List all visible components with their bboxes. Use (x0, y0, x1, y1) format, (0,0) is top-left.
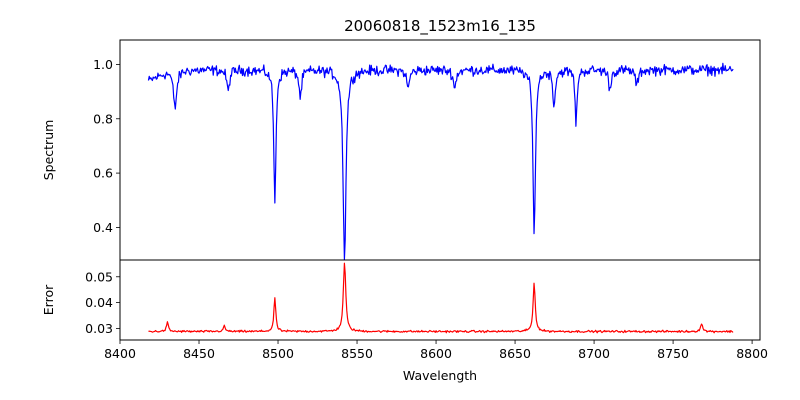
spectrum-y-tick-label: 0.4 (93, 220, 113, 235)
x-axis-label: Wavelength (403, 368, 477, 383)
x-tick-label: 8700 (578, 346, 610, 361)
error-y-ticks: 0.03 0.04 0.05 (85, 269, 120, 336)
error-axes-frame (119, 259, 761, 341)
x-tick-label: 8400 (104, 346, 136, 361)
x-ticks: 8400 8450 8500 8550 8600 8650 8700 8750 8800 (104, 340, 768, 361)
x-tick-label: 8800 (736, 346, 768, 361)
x-tick-label: 8500 (262, 346, 294, 361)
error-y-tick-label: 0.04 (85, 295, 113, 310)
error-panel: 0.03 0.04 0.05 Error (41, 259, 761, 341)
x-tick-label: 8600 (420, 346, 452, 361)
x-tick-label: 8750 (657, 346, 689, 361)
error-plot-area (120, 260, 760, 340)
chart-title: 20060818_1523m16_135 (344, 17, 536, 36)
spectrum-y-tick-label: 0.8 (93, 111, 113, 126)
spectrum-y-axis-label: Spectrum (41, 120, 56, 181)
spectrum-series-line (147, 62, 734, 261)
error-y-tick-label: 0.05 (85, 269, 113, 284)
spectrum-plot-area (120, 40, 760, 260)
spectrum-y-tick-label: 1.0 (93, 57, 113, 72)
x-tick-label: 8450 (183, 346, 215, 361)
spectrum-y-ticks: 0.4 0.6 0.8 1.0 (93, 57, 120, 235)
x-tick-label: 8550 (341, 346, 373, 361)
spectrum-y-tick-label: 0.6 (93, 166, 113, 181)
error-y-axis-label: Error (41, 284, 56, 315)
spectrum-panel: 0.4 0.6 0.8 1.0 Spectrum (41, 39, 761, 261)
error-y-tick-label: 0.03 (85, 321, 113, 336)
error-series-line (148, 262, 734, 334)
x-tick-label: 8650 (499, 346, 531, 361)
